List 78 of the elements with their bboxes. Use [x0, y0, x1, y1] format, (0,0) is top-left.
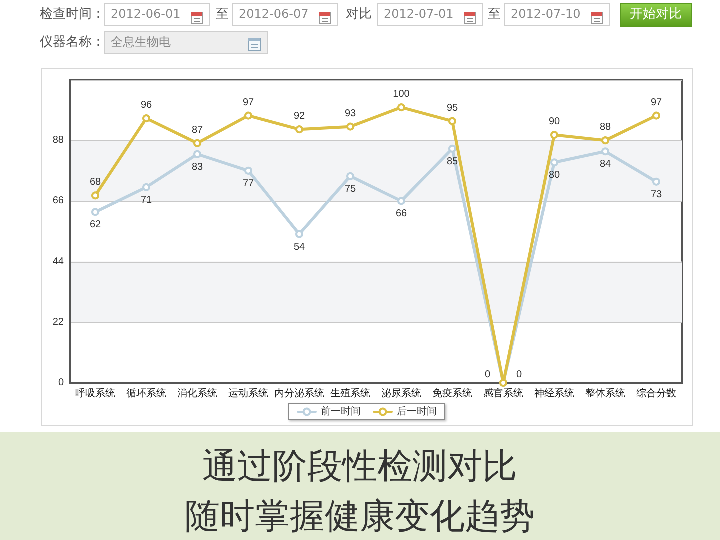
- legend-label: 前一时间: [321, 406, 361, 418]
- x-tick-label: 综合分数: [636, 388, 676, 400]
- point: [244, 166, 252, 175]
- y-tick-label: 0: [58, 378, 64, 388]
- point: [244, 112, 252, 120]
- point: [296, 126, 304, 134]
- data-label: 84: [600, 159, 612, 170]
- data-label: 71: [140, 194, 152, 206]
- y-tick-label: 22: [52, 316, 64, 328]
- select-field: 全息生物电: [104, 31, 268, 54]
- data-label: 0: [484, 370, 491, 380]
- data-label: 62: [90, 220, 102, 231]
- data-label: 83: [192, 162, 204, 173]
- data-label: 97: [650, 97, 662, 108]
- y-tick-label: 88: [52, 135, 64, 146]
- date-field: 2012-06-01: [104, 3, 210, 26]
- point: [652, 178, 660, 186]
- point: [194, 150, 202, 158]
- point: [142, 183, 150, 192]
- text: 仪器名称：: [40, 34, 105, 52]
- point: [602, 136, 610, 145]
- point: [550, 158, 558, 167]
- x-tick-label: 循环系统: [126, 388, 166, 400]
- data-label: 77: [242, 178, 254, 190]
- data-label: 85: [446, 156, 458, 168]
- text: 检查时间：: [40, 6, 105, 24]
- data-label: 68: [90, 177, 102, 188]
- point: [398, 104, 406, 112]
- legend-label: 后一时间: [397, 406, 437, 418]
- point: [652, 112, 660, 120]
- point: [346, 172, 354, 180]
- point: [448, 144, 456, 153]
- data-label: 66: [396, 208, 408, 220]
- y-tick-label: 66: [52, 196, 64, 207]
- data-label: 87: [192, 124, 204, 136]
- x-tick-label: 呼吸系统: [76, 388, 116, 400]
- date-field: 2012-07-10: [504, 3, 610, 26]
- button: 开始对比: [620, 3, 692, 27]
- data-label: 75: [344, 184, 356, 195]
- x-tick-label: 内分泌系统: [274, 388, 324, 400]
- data-label: 73: [650, 189, 662, 200]
- data-label: 92: [294, 111, 306, 122]
- data-label: 93: [344, 108, 356, 120]
- text: 对比: [346, 6, 372, 24]
- point: [550, 131, 558, 140]
- text: 通过阶段性检测对比: [202, 446, 518, 489]
- x-tick-label: 整体系统: [586, 388, 626, 400]
- point: [296, 230, 304, 238]
- data-label: 80: [548, 170, 560, 182]
- point: [194, 139, 202, 148]
- point: [602, 148, 610, 156]
- x-tick-label: 运动系统: [228, 388, 268, 400]
- data-label: 90: [548, 116, 560, 128]
- data-label: 54: [294, 242, 306, 253]
- y-tick-label: 44: [52, 256, 64, 268]
- text: 至: [488, 6, 501, 24]
- text: 至: [216, 6, 229, 24]
- x-tick-label: 消化系统: [178, 388, 218, 400]
- x-tick-label: 泌尿系统: [382, 388, 422, 400]
- point: [92, 208, 100, 216]
- point: [346, 122, 354, 131]
- data-label: 95: [446, 102, 458, 114]
- x-tick-label: 感官系统: [484, 388, 524, 400]
- data-label: 100: [393, 89, 410, 100]
- point: [448, 117, 456, 126]
- x-tick-label: 免疫系统: [432, 388, 472, 400]
- data-label: 96: [140, 100, 152, 112]
- text: 随时掌握健康变化趋势: [184, 496, 536, 539]
- date-field: 2012-07-01: [377, 3, 483, 26]
- data-label: 0: [516, 370, 522, 380]
- data-label: 88: [600, 122, 612, 134]
- point: [92, 192, 100, 200]
- x-tick-label: 生殖系统: [330, 388, 370, 400]
- x-tick-label: 神经系统: [534, 388, 574, 400]
- data-label: 97: [242, 97, 254, 108]
- point: [142, 114, 150, 123]
- point: [398, 197, 406, 206]
- date-field: 2012-06-07: [232, 3, 338, 26]
